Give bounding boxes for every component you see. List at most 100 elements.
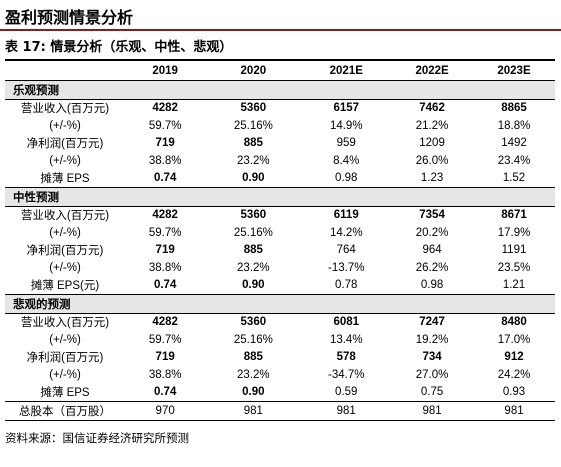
cell: 0.98	[335, 172, 358, 185]
data-row: 营业收入(百万元) 4282 5360 6081 7247 8480	[5, 313, 555, 331]
row-label: 净利润(百万元)	[26, 245, 104, 258]
row-label: (+/-%)	[49, 226, 81, 239]
data-row: 净利润(百万元) 719 885 959 1209 1492	[5, 135, 555, 153]
table-caption: 表 17: 情景分析（乐观、中性、悲观）	[5, 40, 233, 55]
row-label: 营业收入(百万元)	[20, 317, 110, 330]
cell: 981	[301, 401, 392, 421]
cell: 8671	[501, 209, 527, 222]
cell: 59.7%	[148, 119, 182, 132]
row-label: (+/-%)	[49, 261, 81, 274]
cell: 14.9%	[329, 119, 363, 132]
data-row: (+/-%) 38.8% 23.2% -13.7% 26.2% 23.5%	[5, 259, 555, 277]
row-label: 净利润(百万元)	[26, 352, 104, 365]
data-row: 摊薄 EPS 0.74 0.90 0.98 1.23 1.52	[5, 170, 555, 188]
cell: 59.7%	[148, 333, 182, 346]
section-fill	[205, 187, 302, 207]
cell: 1.52	[502, 172, 526, 185]
section-fill	[205, 80, 302, 100]
cell: 6119	[333, 209, 359, 222]
title-rule	[0, 29, 561, 31]
row-label: 营业收入(百万元)	[20, 210, 110, 223]
row-label: 摊薄 EPS	[40, 173, 90, 186]
cell: 38.8%	[148, 261, 182, 274]
row-label: (+/-%)	[49, 154, 81, 167]
cell: 1.23	[420, 172, 444, 185]
cell: 6081	[333, 316, 360, 329]
cell: 970	[125, 401, 206, 421]
section-fill	[301, 294, 392, 314]
row-label: (+/-%)	[49, 119, 81, 132]
cell: 23.2%	[237, 261, 270, 274]
section-row: 悲观的预测	[5, 294, 555, 314]
cell: 59.7%	[148, 226, 182, 239]
cell: 885	[243, 244, 263, 257]
section-fill	[301, 187, 392, 207]
cell: 24.2%	[497, 368, 531, 381]
cell: 1492	[501, 137, 527, 150]
cell: 981	[391, 401, 474, 421]
section-fill	[391, 80, 474, 100]
section-fill	[391, 187, 474, 207]
cell: 764	[336, 244, 356, 257]
column-header: 2021E	[301, 59, 392, 81]
cell: 0.90	[242, 386, 265, 399]
cell: 7247	[419, 316, 445, 329]
cell: 0.74	[153, 386, 177, 399]
section-fill	[391, 294, 474, 314]
cell: 0.59	[335, 386, 358, 399]
cell: 17.0%	[497, 333, 531, 346]
cell: 719	[155, 244, 175, 257]
cell: 734	[422, 351, 442, 364]
data-row: 营业收入(百万元) 4282 5360 6157 7462 8865	[5, 99, 555, 117]
cell: 578	[336, 351, 356, 364]
section-fill	[125, 294, 206, 314]
row-label: 营业收入(百万元)	[20, 103, 110, 116]
cell: 0.98	[420, 279, 444, 292]
cell: 5360	[240, 102, 267, 115]
cell: 1209	[419, 137, 445, 150]
row-label: 摊薄 EPS(元)	[30, 280, 100, 293]
section-header: 悲观的预测	[5, 294, 125, 314]
cell: 26.2%	[415, 261, 449, 274]
column-header: 2019	[125, 59, 206, 81]
cell: 25.16%	[233, 119, 273, 132]
cell: 23.4%	[497, 154, 531, 167]
cell: 23.2%	[237, 368, 270, 381]
row-label: 总股本（百万股）	[5, 401, 125, 421]
cell: 981	[473, 401, 555, 421]
cell: 7462	[419, 102, 445, 115]
page-title: 盈利预测情景分析	[5, 8, 134, 27]
cell: 8865	[501, 102, 527, 115]
cell: 885	[243, 351, 263, 364]
data-row: (+/-%) 38.8% 23.2% -34.7% 27.0% 24.2%	[5, 366, 555, 384]
cell: 25.16%	[233, 333, 273, 346]
column-header: 2020	[205, 59, 302, 81]
data-row: 营业收入(百万元) 4282 5360 6119 7354 8671	[5, 206, 555, 224]
cell: 7354	[419, 209, 445, 222]
data-row: 摊薄 EPS(元) 0.74 0.90 0.78 0.98 1.21	[5, 277, 555, 295]
cell: 885	[243, 137, 263, 150]
cell: 14.2%	[329, 226, 363, 239]
forecast-table: 2019 2020 2021E 2022E 2023E 乐观预测营业收入(百万元) 4282…	[5, 59, 555, 421]
cell: 719	[155, 137, 175, 150]
cell: 4282	[152, 102, 178, 115]
cell: 0.75	[420, 386, 444, 399]
cell: 981	[205, 401, 302, 421]
section-fill	[301, 80, 392, 100]
cell: 27.0%	[415, 368, 449, 381]
cell: 8480	[501, 316, 527, 329]
section-header: 乐观预测	[5, 80, 125, 100]
cell: 0.90	[242, 172, 265, 185]
section-fill	[473, 187, 555, 207]
data-row: 净利润(百万元) 719 885 764 964 1191	[5, 242, 555, 260]
data-row: (+/-%) 59.7% 25.16% 14.9% 21.2% 18.8%	[5, 117, 555, 135]
section-fill	[125, 80, 206, 100]
cell: 18.8%	[497, 119, 531, 132]
cell: 959	[336, 137, 356, 150]
cell: 1191	[501, 244, 527, 257]
section-fill	[125, 187, 206, 207]
cell: 19.2%	[415, 333, 449, 346]
source-note: 资料来源：国信证券经济研究所预测	[5, 431, 189, 445]
header-row: 2019 2020 2021E 2022E 2023E	[5, 59, 555, 81]
cell: 912	[504, 351, 524, 364]
